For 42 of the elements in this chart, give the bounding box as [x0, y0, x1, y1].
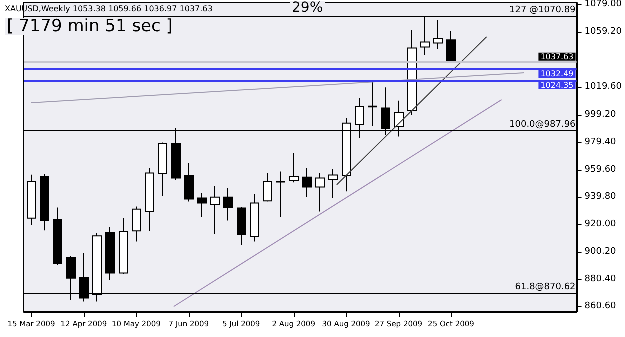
ref-line-label: 127 @1070.89: [510, 5, 576, 16]
candlestick: [210, 185, 220, 234]
candlestick: [40, 173, 49, 232]
candlestick: [158, 142, 167, 196]
y-tick-label: 959.60: [584, 164, 617, 175]
candlestick: [276, 171, 285, 218]
candlestick: [119, 218, 128, 275]
ref-line-label: 1032.49: [540, 69, 574, 78]
candlestick: [105, 226, 115, 281]
candlestick: [433, 20, 443, 50]
candlestick: [132, 206, 141, 242]
y-tick-label: 900.20: [584, 246, 617, 257]
candlestick: [328, 168, 338, 199]
ref-line-label: 61.8@870.62: [515, 282, 576, 292]
candlestick: [289, 152, 299, 184]
ref-line-label: 100.0@987.96: [510, 120, 576, 130]
y-tick-label: 999.20: [584, 110, 617, 120]
annotation: [ 7179 min 51 sec ]: [7, 16, 173, 36]
candlestick: [263, 172, 272, 202]
y-tick-label: 860.60: [584, 302, 617, 312]
candlestick: [197, 192, 207, 218]
candlestick: [302, 168, 312, 198]
candlestick: [446, 30, 456, 62]
y-tick-label: 880.40: [584, 274, 617, 284]
y-tick-label: 920.00: [584, 220, 617, 230]
annotation: 29%: [292, 0, 324, 16]
candlestick: [184, 162, 194, 202]
y-tick-label: 1079.00: [584, 0, 622, 10]
candlestick: [368, 80, 377, 126]
y-tick-label: 1019.60: [584, 82, 622, 92]
candlestick: [53, 207, 62, 266]
candlestick: [237, 206, 246, 246]
candlestick: [145, 168, 154, 232]
candlestick: [250, 194, 259, 242]
ref-line-label: 1037.63: [540, 52, 574, 62]
y-tick-label: 979.40: [584, 137, 617, 148]
candlestick: [223, 188, 233, 222]
candlestick: [315, 172, 325, 212]
y-tick-label: 939.80: [584, 192, 617, 202]
y-tick-label: 1059.20: [584, 27, 622, 38]
candlestick: [27, 174, 36, 226]
ref-line-label: 1024.35: [540, 80, 574, 90]
